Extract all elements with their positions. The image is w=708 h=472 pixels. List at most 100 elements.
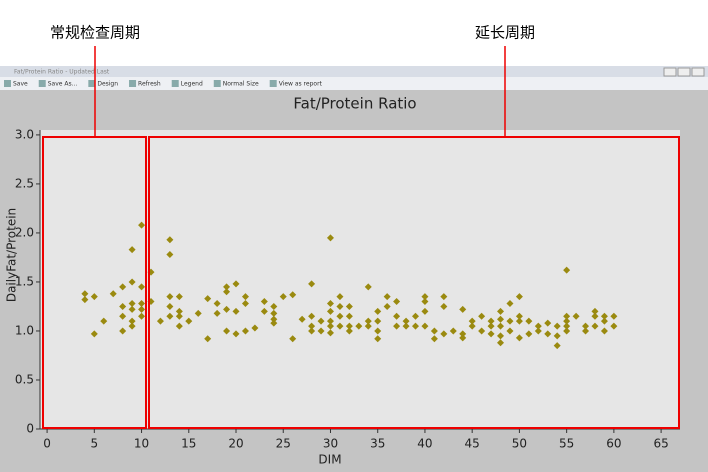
- point: [515, 312, 523, 320]
- toolbar-items: Save Save As... Design Refresh Legend Normal …: [4, 80, 323, 88]
- point: [468, 317, 476, 325]
- maximize-button[interactable]: [677, 67, 691, 77]
- point: [308, 280, 316, 288]
- point: [487, 322, 495, 330]
- toolbar-button[interactable]: View as report: [279, 81, 323, 88]
- minimize-button[interactable]: [663, 67, 677, 77]
- point: [459, 330, 467, 338]
- point: [232, 330, 240, 338]
- toolbar-button[interactable]: Save: [13, 81, 28, 88]
- point: [317, 327, 325, 335]
- point: [138, 221, 146, 229]
- toolbar-icon[interactable]: [88, 80, 96, 87]
- toolbar-button[interactable]: Refresh: [138, 81, 161, 88]
- point: [563, 317, 571, 325]
- point: [411, 312, 419, 320]
- x-tick-label: 55: [559, 437, 574, 451]
- point: [241, 300, 249, 308]
- point: [232, 307, 240, 315]
- point: [345, 312, 353, 320]
- point: [128, 300, 136, 308]
- point: [563, 327, 571, 335]
- point: [383, 302, 391, 310]
- toolbar-icon[interactable]: [171, 80, 179, 87]
- toolbar-icon[interactable]: [213, 80, 221, 87]
- point: [374, 327, 382, 335]
- point: [223, 305, 231, 313]
- point: [81, 296, 89, 304]
- x-tick-label: 45: [465, 437, 480, 451]
- point: [232, 280, 240, 288]
- point: [563, 266, 571, 274]
- point: [487, 330, 495, 338]
- point: [497, 307, 505, 315]
- point: [109, 290, 117, 298]
- point: [166, 302, 174, 310]
- point: [175, 293, 183, 301]
- toolbar-icon[interactable]: [129, 80, 137, 87]
- point: [393, 312, 401, 320]
- close-button[interactable]: [691, 67, 705, 77]
- point: [119, 327, 127, 335]
- point: [279, 293, 287, 301]
- point: [393, 298, 401, 306]
- point: [440, 293, 448, 301]
- point: [298, 315, 306, 323]
- point: [326, 322, 334, 330]
- point: [506, 327, 514, 335]
- point: [383, 293, 391, 301]
- point: [138, 312, 146, 320]
- point: [440, 330, 448, 338]
- point: [402, 317, 410, 325]
- toolbar-icon[interactable]: [4, 80, 11, 87]
- highlight-box: [148, 136, 680, 429]
- point: [223, 327, 231, 335]
- point: [497, 339, 505, 347]
- point: [156, 317, 164, 325]
- x-tick-label: 65: [653, 437, 668, 451]
- point: [553, 322, 561, 330]
- point: [326, 317, 334, 325]
- toolbar-icon[interactable]: [38, 80, 46, 87]
- point: [166, 293, 174, 301]
- point: [336, 312, 344, 320]
- toolbar-icon[interactable]: [269, 80, 277, 87]
- point: [364, 322, 372, 330]
- point: [600, 312, 608, 320]
- point: [582, 327, 590, 335]
- point: [421, 307, 429, 315]
- point: [572, 312, 580, 320]
- point: [81, 290, 89, 298]
- point: [468, 322, 476, 330]
- point: [610, 322, 618, 330]
- point: [90, 293, 98, 301]
- toolbar-button[interactable]: Save As...: [48, 81, 78, 88]
- point: [364, 283, 372, 291]
- toolbar-button[interactable]: Legend: [181, 81, 203, 88]
- point: [525, 317, 533, 325]
- point: [563, 312, 571, 320]
- point: [610, 312, 618, 320]
- point: [326, 329, 334, 337]
- point: [336, 293, 344, 301]
- point: [515, 293, 523, 301]
- point: [402, 322, 410, 330]
- point: [497, 315, 505, 323]
- y-tick-label: 2.0: [15, 225, 34, 239]
- toolbar-button[interactable]: Normal Size: [223, 81, 259, 88]
- point: [515, 334, 523, 342]
- point: [506, 300, 514, 308]
- title-bar: [0, 66, 708, 77]
- point: [525, 330, 533, 338]
- point: [459, 334, 467, 342]
- toolbar-button[interactable]: Design: [97, 81, 118, 88]
- point: [497, 322, 505, 330]
- y-tick-label: 0: [26, 422, 34, 436]
- point: [119, 312, 127, 320]
- point: [421, 293, 429, 301]
- point: [459, 305, 467, 313]
- x-tick-label: 60: [606, 437, 621, 451]
- point: [119, 283, 127, 291]
